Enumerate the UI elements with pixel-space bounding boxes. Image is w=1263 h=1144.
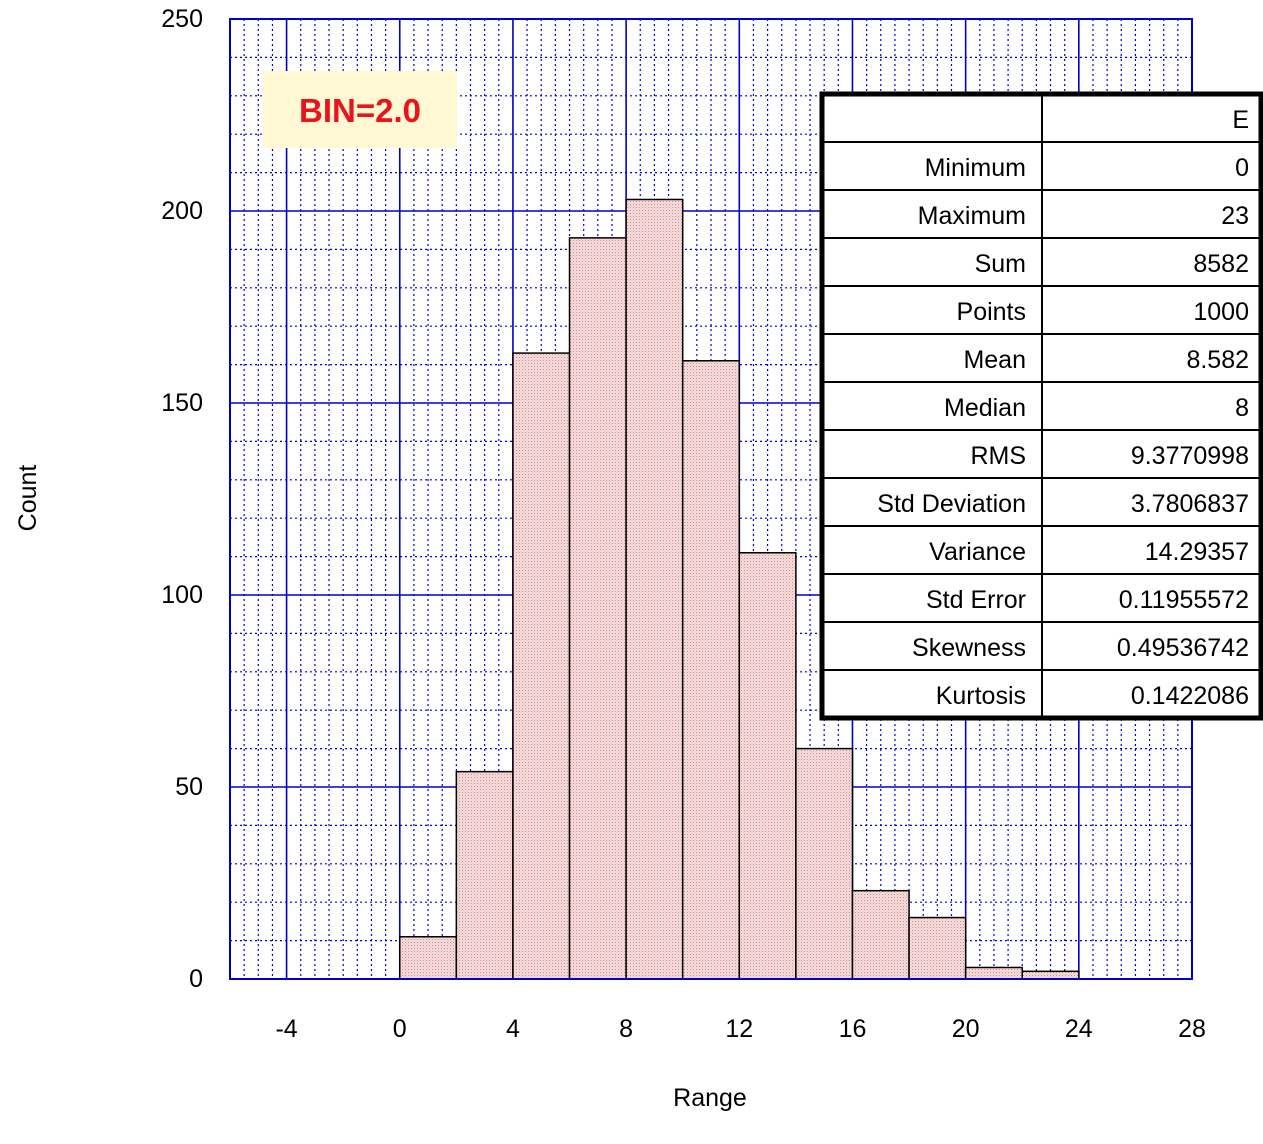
stats-row-label: Minimum [925, 154, 1026, 182]
x-tick-label: 20 [952, 1015, 980, 1043]
y-tick-label: 50 [175, 773, 203, 801]
histogram-bar [455, 770, 514, 980]
histogram-bar [964, 966, 1023, 980]
stats-row-label: Median [944, 394, 1026, 422]
stats-row-label: Variance [929, 538, 1026, 566]
stats-row-value: 3.7806837 [1131, 490, 1249, 518]
stats-row-label: Points [957, 298, 1026, 326]
histogram-bar [795, 747, 854, 980]
stats-row-label: Maximum [918, 202, 1026, 230]
x-tick-label: 28 [1178, 1015, 1206, 1043]
stats-row-label: Mean [963, 346, 1026, 374]
stats-row-value: 0 [1235, 154, 1249, 182]
histogram-bar [399, 936, 458, 980]
histogram-bar [625, 198, 684, 980]
stats-row-value: 0.1422086 [1131, 682, 1249, 710]
histogram-bar [738, 552, 797, 980]
histogram-bar [681, 360, 741, 980]
stats-row-value: 14.29357 [1145, 538, 1249, 566]
y-tick-label: 250 [161, 5, 203, 33]
stats-row-value: 0.49536742 [1117, 634, 1249, 662]
x-tick-label: 24 [1065, 1015, 1093, 1043]
stats-row-label: Std Deviation [877, 490, 1026, 518]
y-tick-label: 200 [161, 197, 203, 225]
x-tick-label: 4 [506, 1015, 520, 1043]
x-axis-title: Range [673, 1084, 747, 1112]
y-axis-ticks: 0 50 100 150 200 250 [161, 5, 203, 993]
y-tick-label: 0 [189, 965, 203, 993]
stats-row-label: Sum [975, 250, 1026, 278]
stats-row-value: 23 [1221, 202, 1249, 230]
x-tick-label: 8 [619, 1015, 633, 1043]
stats-row-value: 1000 [1193, 298, 1249, 326]
stats-row-label: Std Error [926, 586, 1026, 614]
stats-row-label: RMS [970, 442, 1026, 470]
stats-row-value: 8 [1235, 394, 1249, 422]
stats-row-value: 8582 [1193, 250, 1249, 278]
histogram-bar [512, 352, 571, 980]
stats-row-value: 0.11955572 [1119, 586, 1249, 614]
x-axis-ticks: -4 0 4 8 12 16 20 24 28 [275, 1015, 1205, 1043]
histogram-bar [908, 916, 967, 980]
stats-row-label: Kurtosis [936, 682, 1026, 710]
x-tick-label: -4 [275, 1015, 297, 1043]
y-tick-label: 100 [161, 581, 203, 609]
histogram-bar [568, 237, 627, 980]
stats-row-label: Skewness [912, 634, 1026, 662]
x-tick-label: 12 [725, 1015, 753, 1043]
statistics-table: E Minimum 0 Maximum 23 Sum 8582 Points 1000 Mean 8… [819, 91, 1263, 721]
histogram-bar [1021, 970, 1080, 980]
x-tick-label: 16 [839, 1015, 867, 1043]
stats-column-header: E [1232, 106, 1249, 134]
x-tick-label: 0 [393, 1015, 407, 1043]
stats-row-value: 9.3770998 [1131, 442, 1249, 470]
y-tick-label: 150 [161, 389, 203, 417]
bin-size-callout: BIN=2.0 [263, 71, 457, 148]
stats-table-border [819, 91, 1263, 721]
histogram-bar [851, 889, 910, 980]
bin-size-label: BIN=2.0 [299, 92, 421, 129]
y-axis-title: Count [14, 465, 42, 532]
stats-row-value: 8.582 [1186, 346, 1249, 374]
